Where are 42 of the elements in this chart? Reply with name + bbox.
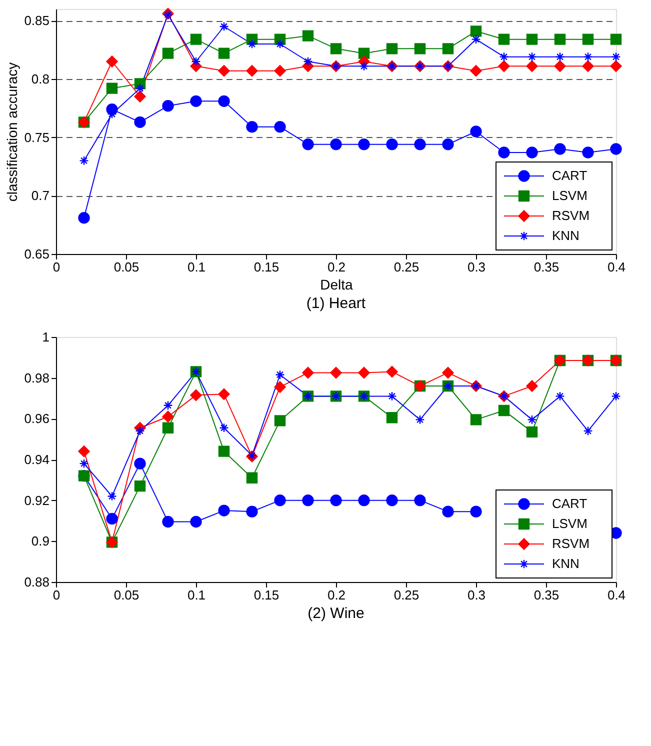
y-tick-label: 0.98 <box>24 370 50 386</box>
x-tick-label: 0.05 <box>114 260 140 274</box>
y-tick-label: 0.8 <box>31 72 50 86</box>
x-tick-label: 0.25 <box>394 588 420 602</box>
x-tick-label: 0.4 <box>607 260 626 274</box>
y-tick-label: 0.94 <box>24 452 50 467</box>
x-tick-label: 0.4 <box>607 588 626 602</box>
legend-label: CART <box>552 168 588 183</box>
x-tick-label: 0.15 <box>254 260 280 274</box>
x-tick-label: 0.1 <box>187 260 206 274</box>
x-tick-label: 0.1 <box>187 588 206 602</box>
x-axis-title: Delta <box>320 276 354 292</box>
legend-label: CART <box>552 496 588 511</box>
legend-label: KNN <box>552 556 580 571</box>
x-tick-label: 0 <box>52 588 60 602</box>
x-tick-label: 0.25 <box>394 260 420 274</box>
y-axis-title: classification accuracy <box>4 62 20 202</box>
legend-label: RSVM <box>552 208 590 223</box>
x-tick-label: 0.35 <box>534 588 560 602</box>
y-tick-label: 0.65 <box>24 246 50 262</box>
legend-label: LSVM <box>552 516 588 531</box>
legend-label: LSVM <box>552 188 588 203</box>
x-tick-label: 0.3 <box>467 588 486 602</box>
x-tick-label: 0 <box>52 260 60 274</box>
text: (1) Heart <box>306 295 366 312</box>
x-tick-label: 0.2 <box>327 260 346 274</box>
x-tick-label: 0.35 <box>534 260 560 274</box>
x-tick-label: 0.15 <box>254 588 280 602</box>
text: (2) Wine <box>308 605 364 622</box>
legend-label: RSVM <box>552 536 590 551</box>
legend-label: KNN <box>552 228 580 243</box>
x-tick-label: 0.3 <box>467 260 486 274</box>
y-tick-label: 0.9 <box>31 534 50 549</box>
x-tick-label: 0.2 <box>327 588 346 602</box>
y-tick-label: 1 <box>42 330 50 344</box>
x-tick-label: 0.05 <box>114 588 140 602</box>
y-tick-label: 0.88 <box>24 574 50 590</box>
y-tick-label: 0.96 <box>24 411 50 426</box>
y-tick-label: 0.92 <box>24 492 50 508</box>
y-tick-label: 0.85 <box>24 13 50 28</box>
y-tick-label: 0.75 <box>24 130 50 145</box>
y-tick-label: 0.7 <box>31 188 50 204</box>
